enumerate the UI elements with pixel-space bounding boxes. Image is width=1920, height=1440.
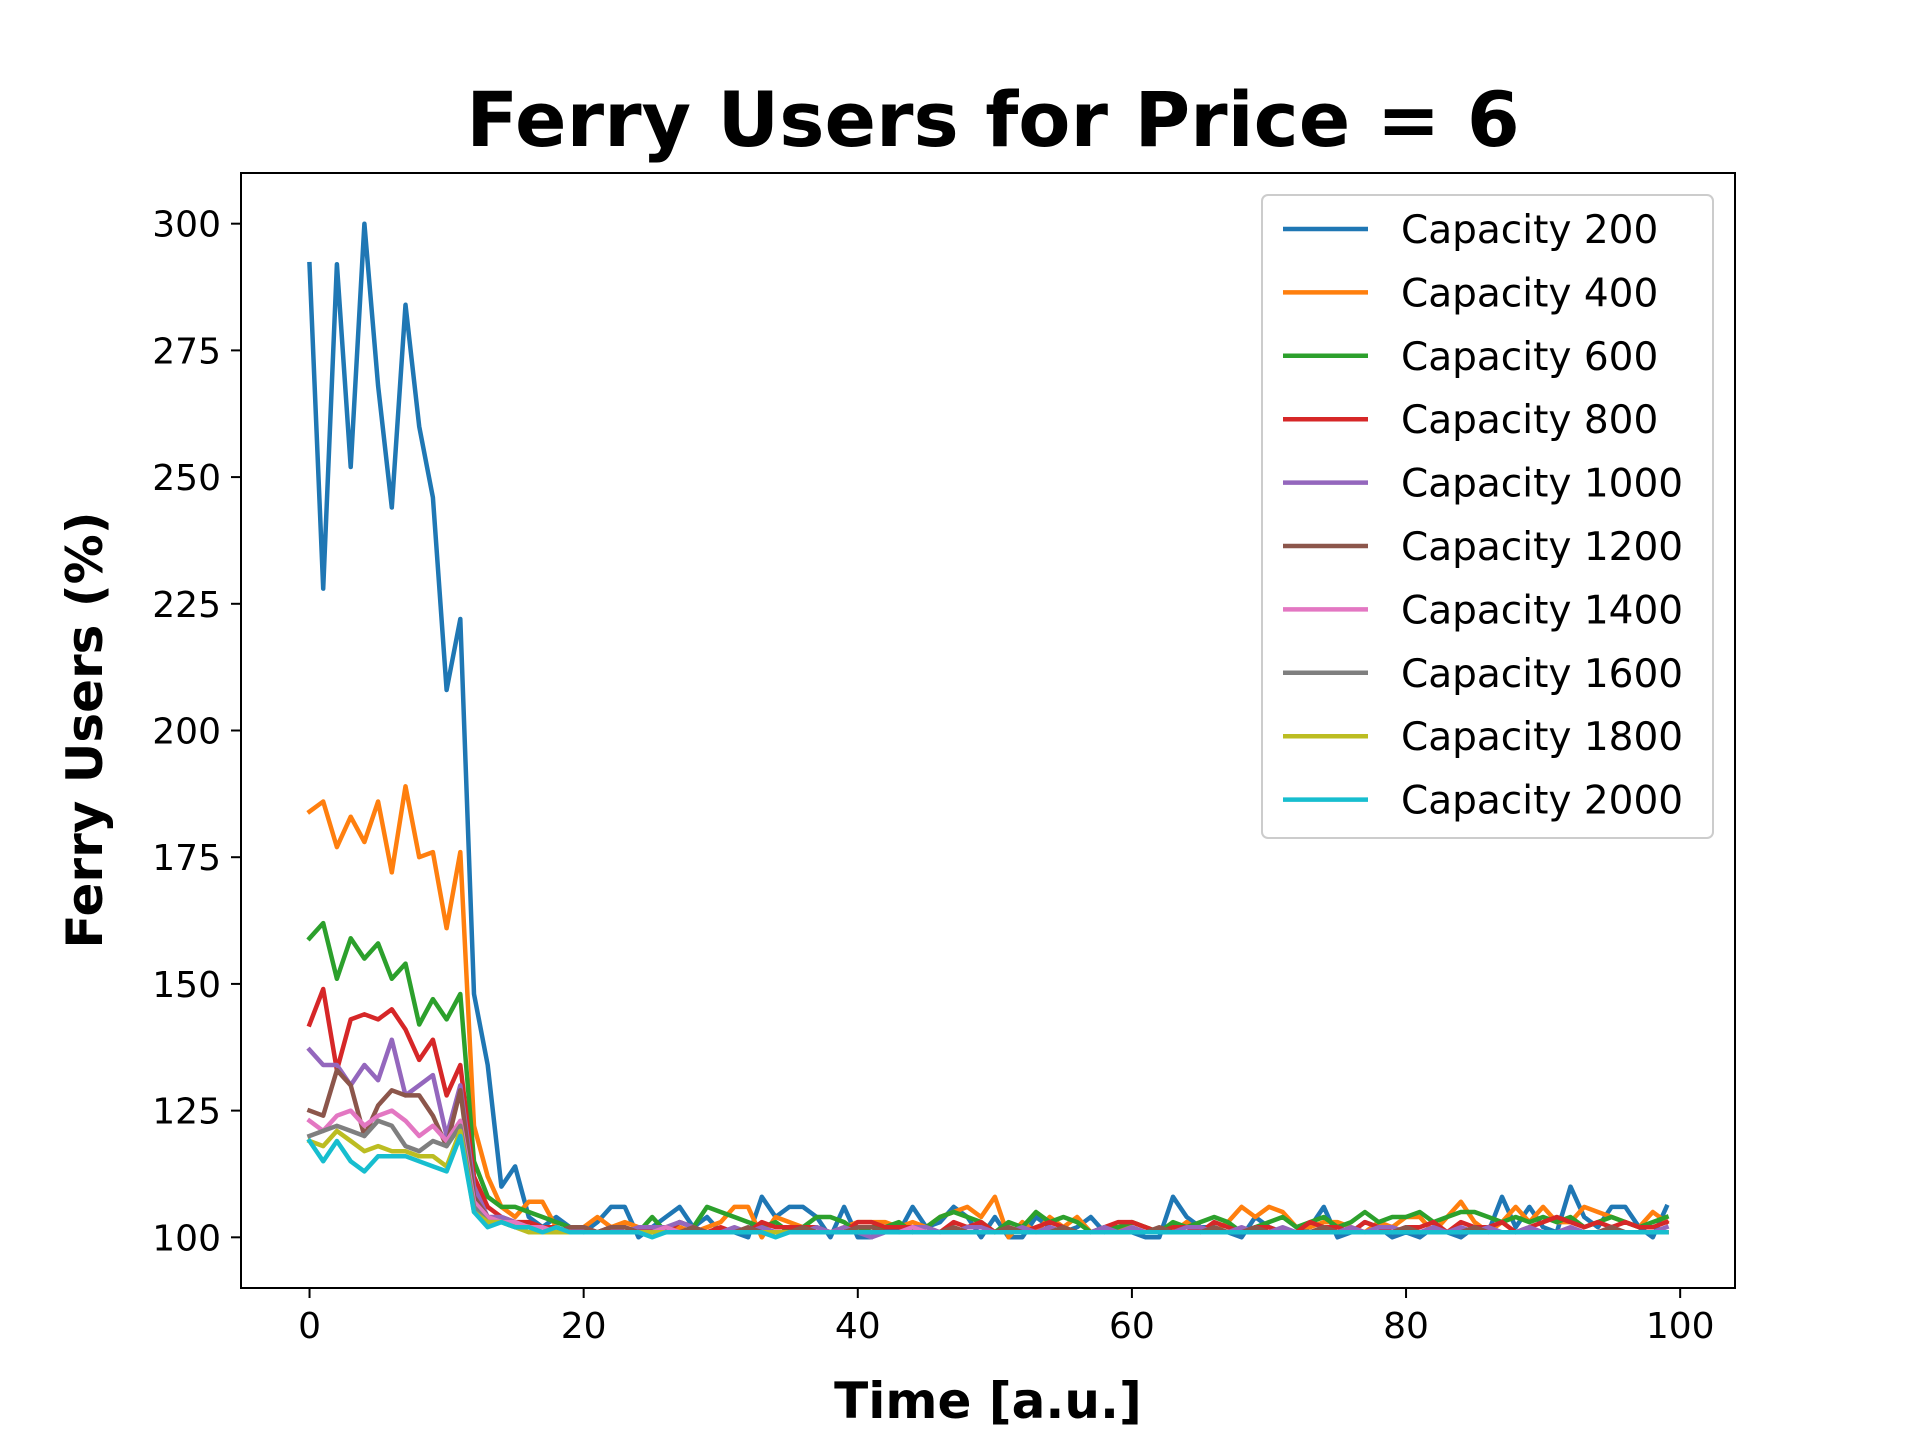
y-tick-label: 150	[152, 965, 221, 1006]
x-axis-label: Time [a.u.]	[834, 1372, 1142, 1430]
x-tick-label: 0	[298, 1306, 321, 1347]
legend-label-7: Capacity 1400	[1401, 588, 1683, 633]
y-tick-label: 275	[152, 331, 221, 372]
y-tick-label: 125	[152, 1092, 221, 1133]
y-tick-label: 300	[152, 205, 221, 246]
x-tick-label: 100	[1646, 1306, 1715, 1347]
legend-label-1: Capacity 200	[1401, 208, 1658, 253]
x-tick-label: 60	[1109, 1306, 1155, 1347]
legend-label-2: Capacity 400	[1401, 271, 1658, 316]
x-tick-label: 20	[561, 1306, 607, 1347]
series-layer	[306, 221, 1670, 1240]
y-tick-label: 200	[152, 712, 221, 753]
y-axis-label: Ferry Users (%)	[56, 511, 114, 948]
legend-label-6: Capacity 1200	[1401, 525, 1683, 570]
legend-label-8: Capacity 1600	[1401, 652, 1683, 697]
y-axis: 100 125 150 175 200 225 250 275 300	[152, 205, 241, 1259]
legend-label-5: Capacity 1000	[1401, 462, 1683, 507]
legend-label-4: Capacity 800	[1401, 398, 1658, 443]
series-line-4	[306, 986, 1670, 1235]
chart-title: Ferry Users for Price = 6	[466, 75, 1520, 164]
legend: Capacity 200 Capacity 400 Capacity 600 Capa…	[1261, 194, 1714, 839]
x-tick-label: 80	[1383, 1306, 1429, 1347]
y-tick-label: 225	[152, 585, 221, 626]
legend-label-9: Capacity 1800	[1401, 715, 1683, 760]
y-tick-label: 175	[152, 838, 221, 879]
y-tick-label: 100	[152, 1218, 221, 1259]
legend-frame	[1261, 194, 1714, 839]
series-line-10	[306, 1133, 1669, 1240]
x-tick-label: 40	[835, 1306, 881, 1347]
legend-label-3: Capacity 600	[1401, 335, 1658, 380]
x-axis: 0 20 40 60 80 100	[298, 1288, 1715, 1347]
y-tick-label: 250	[152, 458, 221, 499]
legend-label-10: Capacity 2000	[1401, 779, 1683, 824]
